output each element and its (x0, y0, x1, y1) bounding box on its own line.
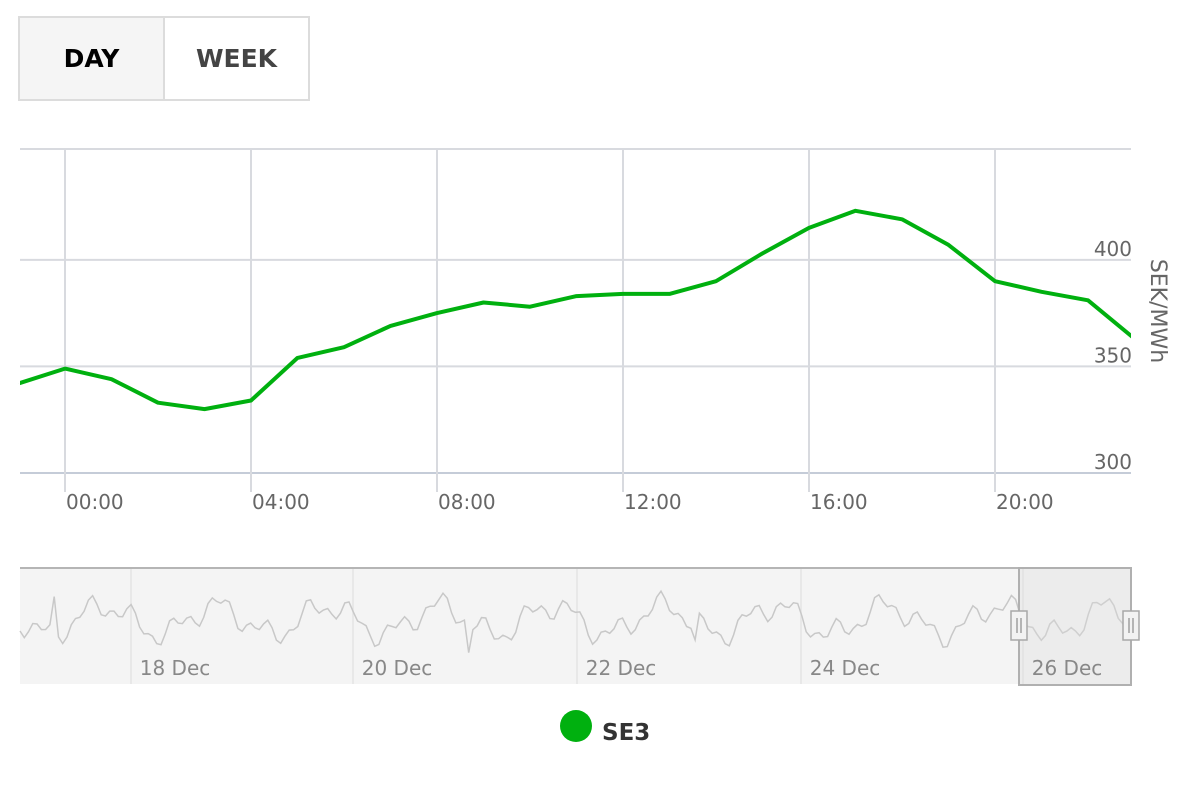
navigator-handle-right[interactable] (1122, 610, 1140, 641)
navigator[interactable]: 18 Dec 20 Dec 22 Dec 24 Dec 26 Dec (19, 567, 1140, 686)
legend-symbol (560, 710, 592, 742)
series-layer (18, 208, 1135, 412)
navigator-date-label: 22 Dec (586, 656, 657, 680)
series-line-se3[interactable] (19, 208, 1135, 412)
y-tick-label: 300 (1094, 450, 1132, 474)
legend-item-se3[interactable]: SE3 (560, 710, 650, 746)
x-tick-label: 20:00 (996, 490, 1054, 514)
day-button[interactable]: DAY (18, 16, 164, 101)
y-tick-label: 350 (1094, 343, 1132, 367)
navigator-series (19, 589, 1132, 653)
navigator-date-label: 18 Dec (140, 656, 211, 680)
week-button[interactable]: WEEK (164, 16, 310, 101)
x-tick-label: 16:00 (810, 490, 868, 514)
navigator-date-label: 20 Dec (362, 656, 433, 680)
x-tick-label: 12:00 (624, 490, 682, 514)
navigator-background (20, 568, 1131, 684)
x-tick-label: 04:00 (252, 490, 310, 514)
navigator-date-label: 26 Dec (1032, 656, 1103, 680)
navigator-labels: 18 Dec 20 Dec 22 Dec 24 Dec 26 Dec (140, 656, 1103, 680)
y-axis-label: SEK/MWh (1145, 259, 1170, 363)
grid (20, 148, 1131, 492)
y-axis-ticks: 300 350 400 (1094, 237, 1132, 474)
y-tick-label: 400 (1094, 237, 1132, 261)
x-axis-ticks: 00:00 04:00 08:00 12:00 16:00 20:00 (66, 490, 1054, 514)
x-tick-label: 08:00 (438, 490, 496, 514)
legend-label: SE3 (602, 720, 650, 746)
navigator-handle-left[interactable] (1010, 610, 1028, 641)
navigator-date-label: 24 Dec (810, 656, 881, 680)
range-tabs: DAY WEEK (18, 16, 310, 101)
x-tick-label: 00:00 (66, 490, 124, 514)
